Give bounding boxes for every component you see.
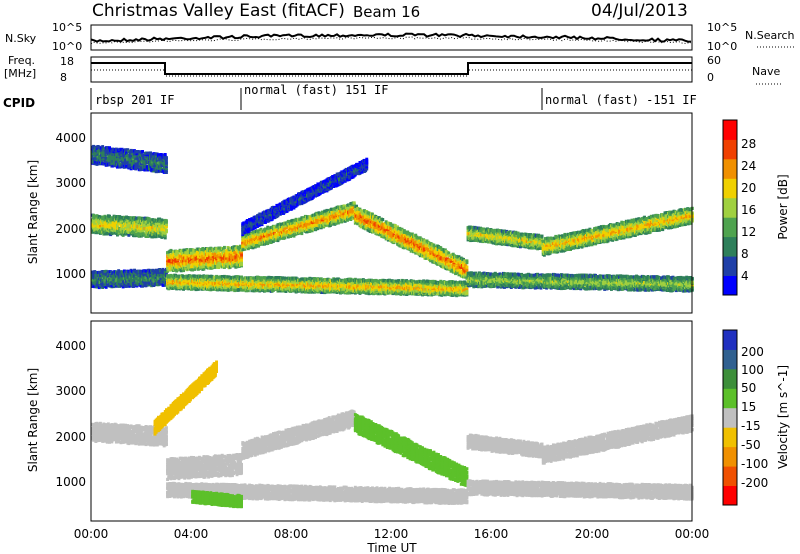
cpid-label: CPID bbox=[3, 96, 35, 110]
power-cell bbox=[165, 219, 168, 222]
freq-tick-top: 18 bbox=[60, 55, 74, 68]
cpid-segment-3: normal (fast) -151 IF bbox=[545, 93, 697, 107]
noise-right-tick-top: 10^5 bbox=[707, 21, 737, 34]
figure: Christmas Valley East (fitACF) Beam 16 0… bbox=[0, 0, 800, 554]
plot-date: 04/Jul/2013 bbox=[591, 1, 688, 21]
noise-left-tick-top: 10^5 bbox=[52, 21, 82, 34]
power-panel: Slant Range [km] 4000 3000 2000 1000 bbox=[26, 113, 694, 313]
freq-panel: Freq. [MHz] 18 8 60 0 Nave CPID rbsp 201… bbox=[3, 54, 782, 110]
noise-right-tick-bottom: 10^0 bbox=[707, 40, 737, 53]
noise-panel: N.Sky 10^5 10^0 10^5 10^0 N.Search bbox=[5, 21, 795, 53]
noise-left-tick-bottom: 10^0 bbox=[52, 40, 82, 53]
beam-label: Beam 16 bbox=[353, 3, 420, 21]
noise-left-label: N.Sky bbox=[5, 32, 37, 45]
plot-title: Christmas Valley East (fitACF) bbox=[92, 1, 345, 21]
power-cells bbox=[91, 145, 694, 297]
freq-label-line2: [MHz] bbox=[4, 67, 36, 80]
nave-tick-top: 60 bbox=[707, 54, 721, 67]
freq-trace bbox=[91, 63, 692, 74]
noise-right-label: N.Search bbox=[745, 29, 795, 42]
nave-label: Nave bbox=[752, 65, 780, 78]
power-cell bbox=[240, 259, 243, 262]
cpid-segment-1: rbsp 201 IF bbox=[95, 93, 174, 107]
power-cell bbox=[240, 253, 243, 256]
power-cell bbox=[165, 229, 168, 232]
freq-label-line1: Freq. bbox=[8, 54, 35, 67]
nave-tick-bottom: 0 bbox=[707, 71, 714, 84]
cpid-segment-2: normal (fast) 151 IF bbox=[244, 83, 389, 97]
power-cell bbox=[223, 246, 226, 249]
freq-tick-bottom: 8 bbox=[60, 71, 67, 84]
n-sky-trace bbox=[91, 34, 691, 42]
